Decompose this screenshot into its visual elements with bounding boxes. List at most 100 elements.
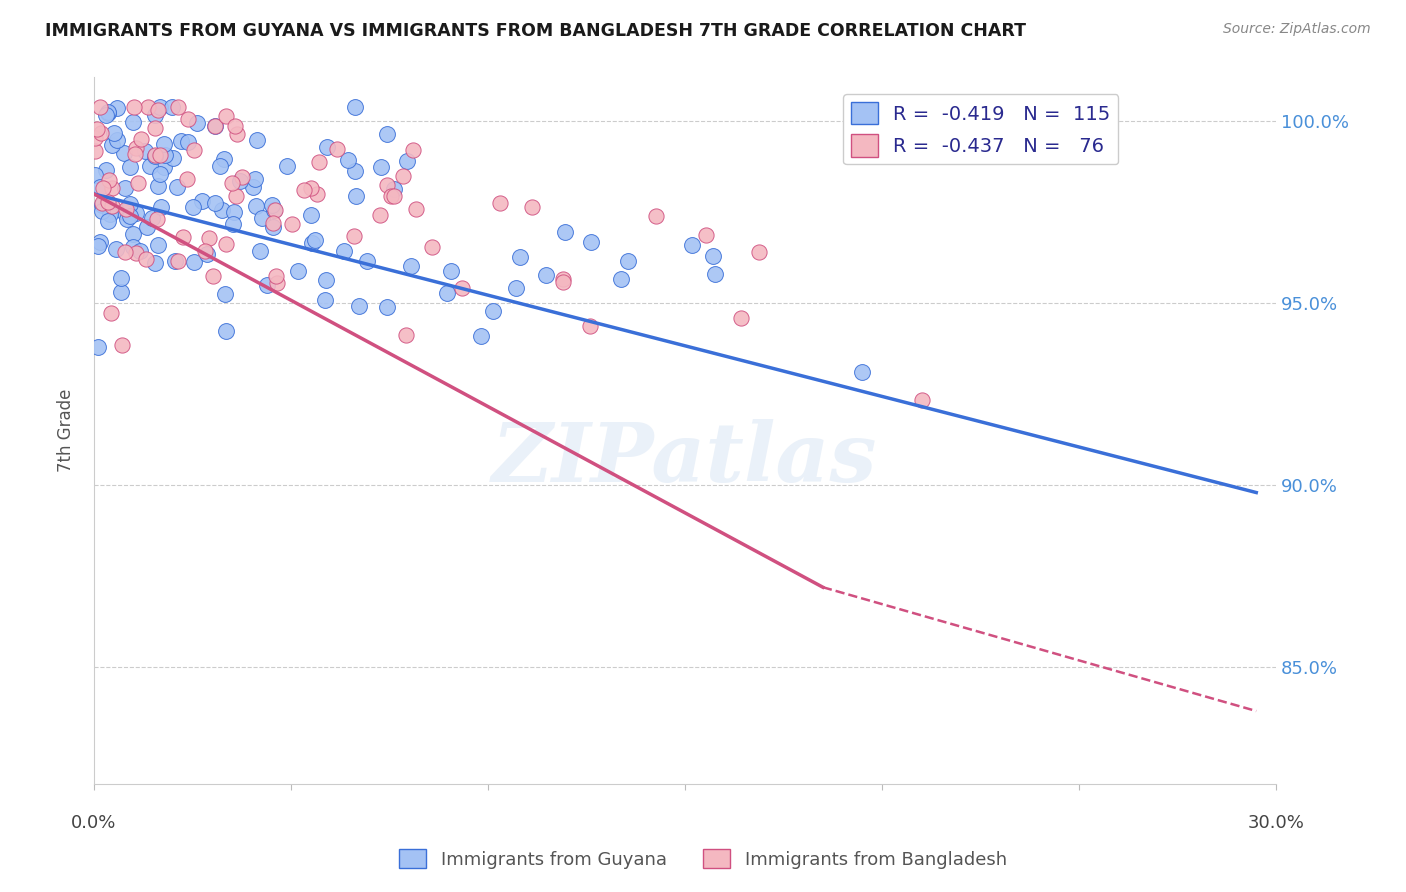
Point [704,268,727,282]
Point [97,214,120,228]
Text: IMMIGRANTS FROM GUYANA VS IMMIGRANTS FROM BANGLADESH 7TH GRADE CORRELATION CHART: IMMIGRANTS FROM GUYANA VS IMMIGRANTS FRO… [45,22,1026,40]
Point [94,163,117,178]
Point [94,108,117,122]
Point [105,102,128,116]
Point [91,196,114,211]
Point [163,254,186,268]
Point [149,167,172,181]
Point [221,217,243,231]
Legend: R =  -0.419   N =  115, R =  -0.437   N =   76: R = -0.419 N = 115, R = -0.437 N = 76 [844,95,1119,164]
Point [695,228,717,243]
Point [215,324,238,338]
Point [204,119,226,133]
Text: ZIPatlas: ZIPatlas [492,419,877,499]
Point [143,108,166,122]
Point [118,197,141,211]
Point [146,103,169,118]
Point [245,198,267,212]
Point [395,328,418,343]
Point [375,300,398,314]
Point [246,133,269,147]
Point [167,254,190,268]
Point [97,173,120,187]
Point [115,211,138,226]
Point [195,246,218,260]
Point [505,280,527,294]
Point [399,259,422,273]
Point [344,163,367,178]
Point [344,189,367,203]
Point [89,99,111,113]
Point [183,143,205,157]
Point [134,144,156,158]
Point [226,127,249,141]
Point [264,269,287,284]
Point [702,249,724,263]
Point [380,189,402,203]
Text: 30.0%: 30.0% [1247,814,1305,832]
Point [105,133,128,147]
Point [395,153,418,168]
Point [97,195,120,210]
Point [170,134,193,148]
Point [124,147,146,161]
Point [176,135,198,149]
Point [344,99,367,113]
Point [287,264,309,278]
Point [86,121,108,136]
Point [125,245,148,260]
Point [112,146,135,161]
Point [84,130,107,145]
Point [215,236,238,251]
Point [93,198,115,212]
Point [314,293,336,308]
Point [118,161,141,175]
Point [181,200,204,214]
Point [160,99,183,113]
Point [135,252,157,266]
Point [183,254,205,268]
Point [229,174,252,188]
Point [172,230,194,244]
Point [112,204,135,219]
Point [89,235,111,249]
Point [315,272,337,286]
Point [101,181,124,195]
Point [186,116,208,130]
Point [911,392,934,407]
Point [316,139,339,153]
Point [420,240,443,254]
Point [87,239,110,253]
Point [436,286,458,301]
Point [152,137,174,152]
Point [204,196,226,211]
Point [264,202,287,217]
Point [97,104,120,119]
Point [114,181,136,195]
Point [439,264,461,278]
Point [509,250,531,264]
Point [402,143,425,157]
Point [177,112,200,127]
Point [581,235,603,249]
Point [110,271,132,285]
Point [616,254,638,268]
Point [392,169,415,184]
Point [124,99,146,113]
Point [125,141,148,155]
Point [245,172,267,186]
Point [84,168,107,182]
Point [139,160,162,174]
Point [451,281,474,295]
Point [382,188,405,202]
Point [470,329,492,343]
Point [224,120,246,134]
Point [308,155,330,169]
Point [214,287,236,301]
Point [263,203,285,218]
Point [136,99,159,113]
Point [681,238,703,252]
Point [215,109,238,123]
Point [307,187,329,202]
Point [143,148,166,162]
